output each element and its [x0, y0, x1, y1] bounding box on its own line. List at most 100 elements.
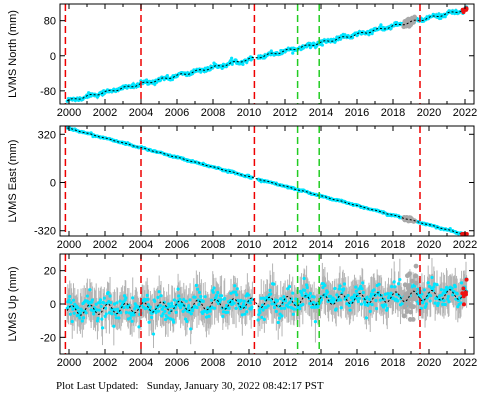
observation-point	[233, 284, 237, 288]
x-tick-label: 2012	[273, 107, 297, 119]
x-tick-label: 2006	[165, 107, 189, 119]
observation-point	[190, 308, 195, 313]
observation-point	[207, 314, 211, 318]
observation-point	[456, 298, 461, 302]
observation-point	[379, 23, 383, 27]
observation-point	[450, 286, 454, 290]
observation-point	[385, 306, 389, 310]
observation-point	[261, 308, 265, 312]
x-tick-label: 2022	[453, 357, 477, 369]
observation-point	[374, 307, 379, 311]
observation-point	[147, 320, 151, 324]
model-curve	[66, 7, 467, 102]
observation-point	[131, 296, 135, 300]
y-tick-label: 0	[50, 51, 56, 63]
observation-point	[239, 298, 243, 303]
observation-point	[182, 297, 186, 302]
observation-point	[98, 301, 102, 305]
y-axis-label: LVMS Up (mm)	[7, 267, 19, 342]
observation-point	[272, 282, 276, 286]
observation-point	[194, 283, 198, 287]
observation-point	[258, 310, 262, 315]
observation-point	[154, 311, 158, 315]
observation-point	[433, 301, 437, 305]
observation-point	[321, 285, 325, 290]
observation-point	[90, 298, 94, 302]
x-tick-label: 2018	[381, 357, 405, 369]
observation-point	[260, 315, 264, 320]
observation-point	[203, 295, 207, 299]
observation-point	[336, 298, 340, 302]
observation-point	[76, 306, 80, 310]
observation-point	[226, 310, 230, 314]
observation-point	[109, 300, 113, 305]
observation-point	[112, 302, 117, 306]
observation-point	[361, 290, 365, 295]
observation-point	[280, 314, 284, 318]
observation-point	[114, 316, 118, 320]
observation-point	[67, 298, 71, 302]
x-tick-label: 2022	[453, 107, 477, 119]
outlier-point	[413, 273, 419, 279]
observation-point	[328, 294, 333, 299]
observation-point	[392, 280, 396, 284]
observation-point	[333, 286, 337, 291]
observation-point	[85, 294, 89, 298]
observation-point	[88, 288, 92, 292]
observation-point	[453, 285, 457, 289]
observation-point	[172, 298, 176, 302]
observation-point	[420, 292, 424, 296]
outlier-point	[406, 289, 412, 294]
observation-point	[287, 284, 292, 289]
y-tick-label: -80	[40, 86, 56, 98]
observation-point	[354, 289, 358, 293]
observation-point	[360, 287, 364, 291]
observation-point	[372, 288, 376, 292]
observation-point	[106, 291, 110, 295]
observation-point	[187, 304, 191, 308]
observation-point	[446, 294, 450, 299]
observation-point	[177, 294, 181, 298]
observation-point	[146, 303, 151, 307]
observation-point	[136, 305, 140, 310]
observation-point	[299, 291, 304, 295]
observation-point	[393, 285, 397, 289]
observation-point	[70, 304, 74, 309]
x-tick-label: 2014	[309, 357, 333, 369]
observation-point	[124, 296, 128, 300]
observation-point	[178, 297, 182, 302]
outlier-point	[401, 313, 407, 319]
latest-point	[461, 302, 466, 307]
observation-point	[365, 295, 369, 299]
observation-point	[113, 308, 117, 312]
observation-point	[429, 294, 433, 298]
observation-point	[206, 306, 210, 310]
observation-point	[305, 283, 309, 287]
observation-point	[355, 296, 359, 300]
x-tick-label: 2004	[129, 239, 153, 251]
observation-point	[303, 288, 307, 292]
observation-point	[168, 317, 173, 321]
observation-point	[441, 302, 445, 307]
observation-point	[424, 302, 428, 306]
observation-point	[313, 320, 318, 324]
observation-point	[158, 303, 163, 308]
observation-point	[298, 307, 302, 311]
observation-point	[199, 70, 203, 74]
observation-point	[128, 316, 132, 320]
outlier-point	[403, 301, 409, 307]
plot-updated-label: Plot Last Updated:	[56, 380, 139, 392]
plot-area	[65, 5, 469, 103]
observation-point	[70, 319, 74, 324]
observation-point	[161, 305, 166, 309]
observation-point	[197, 290, 202, 294]
observation-point	[189, 312, 193, 316]
observation-point	[259, 296, 263, 300]
observation-point	[339, 306, 343, 310]
observation-point	[216, 290, 220, 295]
observation-point	[389, 26, 393, 31]
observation-point	[443, 302, 447, 307]
observation-point	[170, 301, 174, 305]
observation-point	[241, 62, 245, 66]
observation-point	[232, 301, 236, 305]
